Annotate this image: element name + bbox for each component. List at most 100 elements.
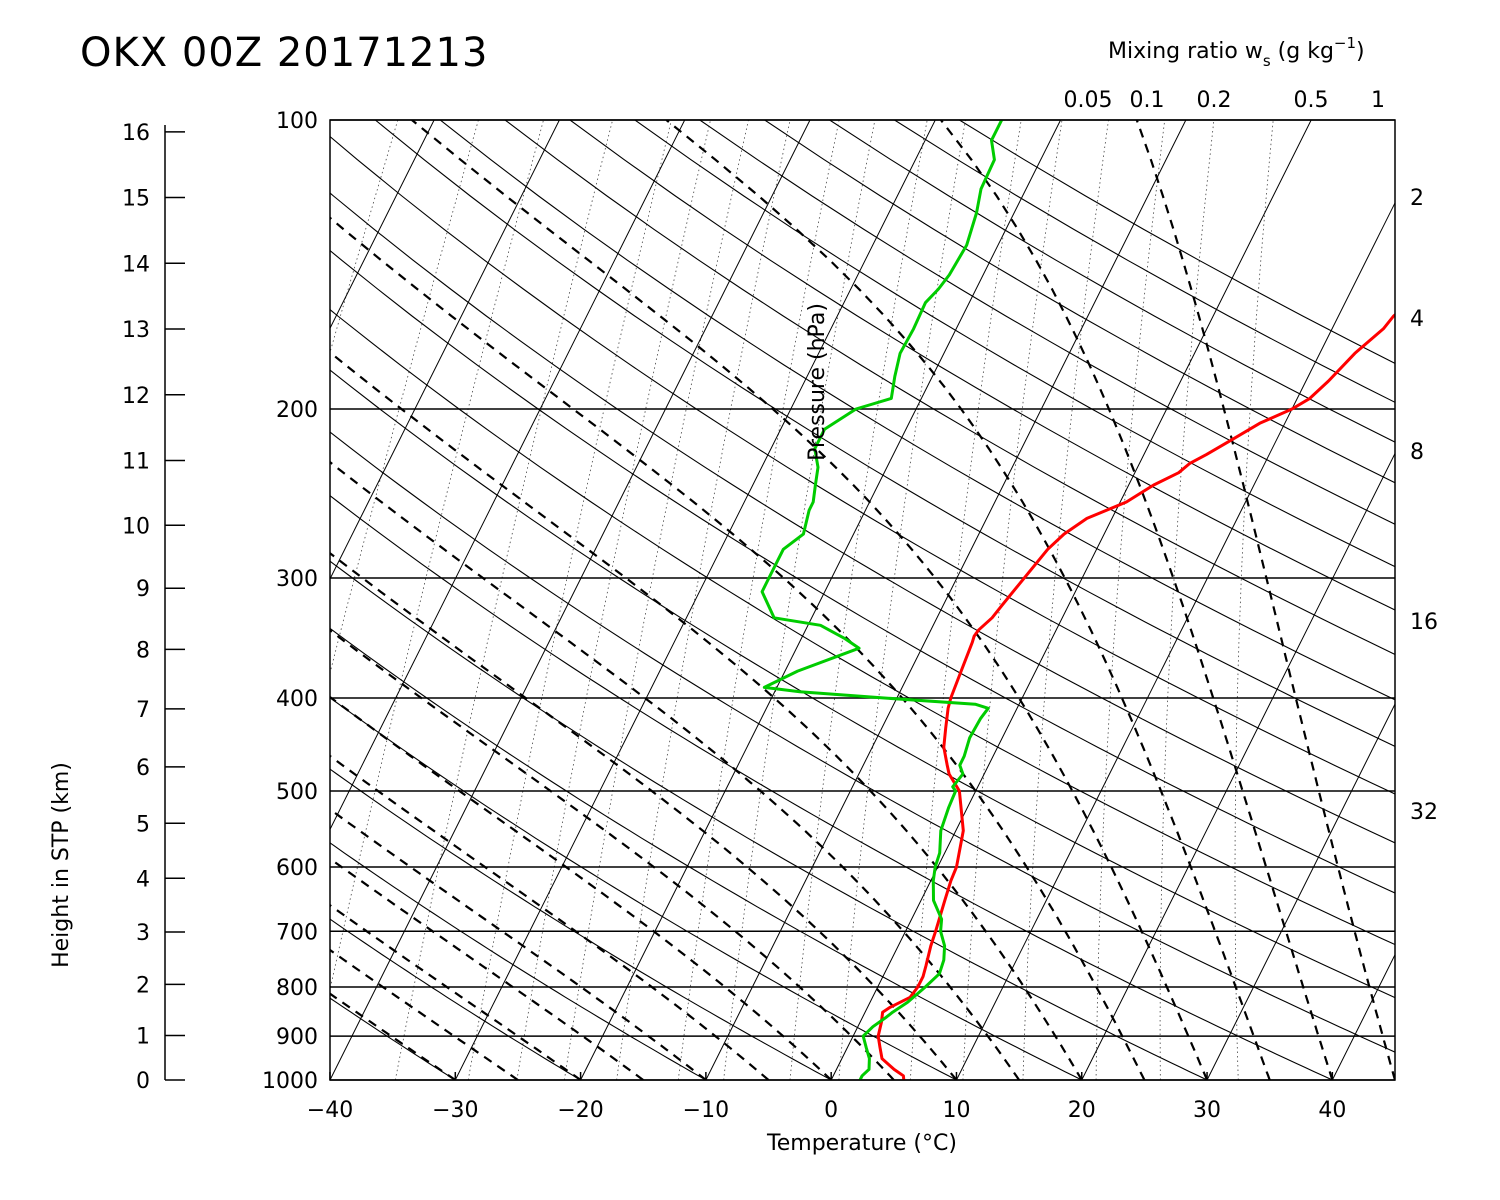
mixing-ratio-line	[1095, 120, 1166, 1080]
mixing-ratio-right-label: 4	[1410, 307, 1424, 332]
pressure-tick-label: 900	[276, 1025, 318, 1050]
pressure-tick-label: 400	[276, 687, 318, 712]
mixing-ratio-line	[467, 120, 672, 1080]
dry-adiabat-line	[634, 120, 1395, 568]
moist-adiabat-line	[330, 350, 1083, 1080]
dry-adiabat-line	[330, 697, 957, 1080]
height-tick-label: 7	[136, 698, 150, 723]
dry-adiabat-line	[330, 918, 581, 1080]
dry-adiabat-line	[959, 120, 1395, 364]
dry-adiabat-line	[504, 120, 1395, 656]
height-tick-label: 5	[136, 812, 150, 837]
moist-adiabat-line	[1135, 120, 1395, 1080]
moist-adiabat-line	[330, 857, 644, 1080]
height-tick-label: 12	[122, 384, 150, 409]
pressure-tick-label: 500	[276, 780, 318, 805]
mixing-ratio-title: Mixing ratio ws (g kg−1)	[1108, 34, 1365, 70]
plot-frame	[329, 119, 1396, 1081]
pressure-tick-label: 100	[276, 109, 318, 134]
x-tick-label: 30	[1193, 1098, 1221, 1123]
mixing-ratio-right-label: 2	[1410, 186, 1424, 211]
dry-adiabat-line	[330, 560, 1208, 1080]
mixing-ratio-line	[677, 120, 840, 1080]
x-tick-label: 10	[942, 1098, 970, 1123]
mixing-ratio-top-label: 1	[1371, 88, 1385, 113]
pressure-tick-label: 800	[276, 976, 318, 1001]
dewpoint-profile-line	[760, 120, 1004, 1080]
dry-adiabat-line	[330, 842, 707, 1080]
height-tick-label: 4	[136, 867, 150, 892]
height-tick-label: 3	[136, 921, 150, 946]
moist-adiabat-line	[330, 992, 456, 1080]
height-tick-label: 0	[136, 1069, 150, 1094]
mixing-ratio-line	[723, 120, 876, 1080]
profile-lines	[760, 120, 1395, 1080]
mixing-ratio-line	[838, 120, 966, 1080]
moist-adiabat-line	[330, 754, 770, 1080]
moist-adiabat-line	[330, 808, 707, 1080]
x-tick-label: −20	[557, 1098, 603, 1123]
x-tick-label: −10	[683, 1098, 729, 1123]
height-tick-label: 8	[136, 638, 150, 663]
isotherm-line	[580, 120, 1062, 1080]
isotherm-line	[705, 120, 1187, 1080]
mixing-ratio-right-label: 8	[1410, 440, 1424, 465]
mixing-ratio-line	[962, 120, 1063, 1080]
dry-adiabat-line	[330, 308, 1395, 946]
isotherm-line	[454, 120, 936, 1080]
mixing-ratio-line	[564, 120, 749, 1080]
dry-adiabat-line	[894, 120, 1395, 403]
height-tick-label: 9	[136, 577, 150, 602]
pressure-tick-label: 200	[276, 398, 318, 423]
dry-adiabat-line	[330, 997, 456, 1080]
dry-adiabat-line	[829, 120, 1395, 443]
dry-adiabat-line	[330, 369, 1395, 999]
moist-adiabat-line	[665, 120, 1271, 1080]
pressure-tick-label: 700	[276, 920, 318, 945]
dry-adiabat-line	[330, 249, 1395, 894]
mixing-ratio-top-label: 0.1	[1130, 88, 1165, 113]
mixing-ratio-top-label: 0.5	[1294, 88, 1329, 113]
height-tick-label: 10	[122, 514, 150, 539]
height-tick-label: 11	[122, 450, 150, 475]
pressure-axis-label: Pressure (hPa)	[805, 303, 830, 461]
dry-adiabat-line	[330, 768, 832, 1080]
dry-adiabat-line	[330, 494, 1333, 1080]
x-tick-label: 20	[1068, 1098, 1096, 1123]
dry-adiabat-line	[330, 192, 1395, 844]
isotherm-line	[0, 120, 184, 1080]
mixing-ratio-line	[909, 120, 1022, 1080]
temperature-profile-line	[876, 312, 1395, 1080]
x-tick-label: −30	[432, 1098, 478, 1123]
mixing-ratio-line	[1022, 120, 1109, 1080]
isotherm-line	[1458, 120, 1500, 1080]
moist-adiabat-line	[411, 120, 1209, 1080]
height-tick-label: 15	[122, 187, 150, 212]
height-tick-label: 13	[122, 318, 150, 343]
height-axis-label: Height in STP (km)	[49, 762, 74, 968]
x-axis-label: Temperature (°C)	[766, 1131, 957, 1156]
mixing-ratio-top-label: 0.2	[1197, 88, 1232, 113]
height-tick-label: 6	[136, 756, 150, 781]
mixing-ratio-line	[1159, 120, 1215, 1080]
dry-adiabat-line	[330, 431, 1395, 1053]
pressure-tick-label: 600	[276, 856, 318, 881]
mixing-ratio-line	[516, 120, 711, 1080]
moist-adiabat-line	[330, 948, 519, 1080]
chart-title: OKX 00Z 20171213	[80, 30, 489, 76]
moist-adiabat-line	[940, 120, 1334, 1080]
moist-adiabat-line	[330, 695, 832, 1080]
isotherm-line	[330, 120, 811, 1080]
moist-adiabat-line	[330, 460, 1021, 1080]
background-lines	[0, 120, 1500, 1080]
mixing-ratio-line	[394, 120, 613, 1080]
isotherm-line	[1331, 953, 1395, 1080]
isotherm-line	[1206, 702, 1395, 1080]
isotherm-line	[956, 201, 1395, 1080]
dry-adiabat-line	[764, 120, 1395, 484]
isotherm-line	[0, 120, 309, 1080]
height-tick-label: 16	[122, 121, 150, 146]
isotherm-line	[330, 120, 686, 831]
